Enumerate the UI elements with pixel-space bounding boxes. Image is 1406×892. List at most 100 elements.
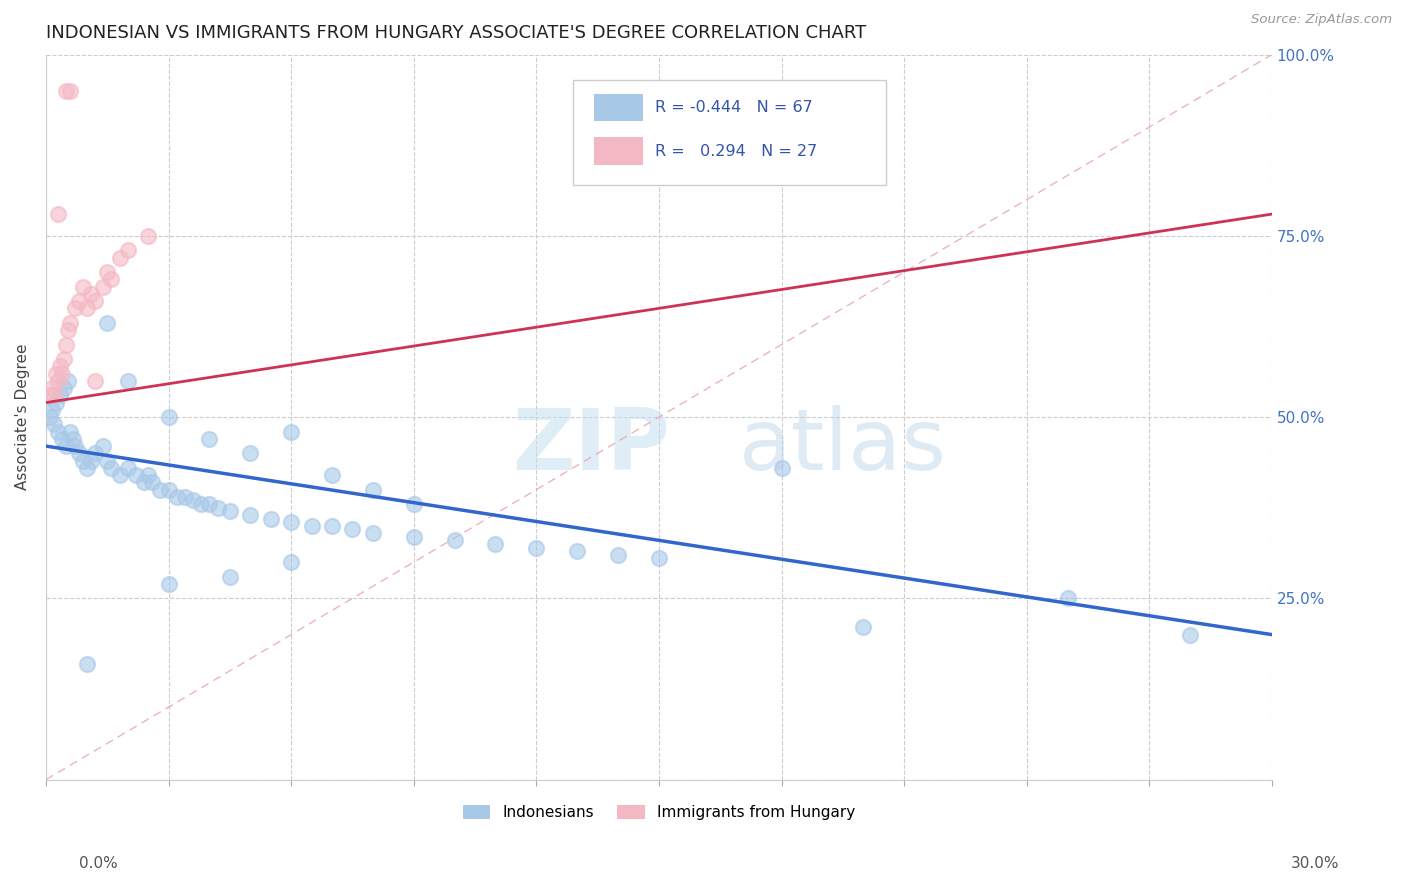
Point: [108, 251, 131, 265]
Point: [62, 432, 84, 446]
Point: [484, 537, 506, 551]
Point: [84, 294, 107, 309]
Point: [55, 337, 77, 351]
Point: [63, 439, 86, 453]
Point: [524, 541, 547, 555]
Point: [361, 483, 384, 497]
Point: [55, 439, 77, 453]
Point: [852, 620, 875, 634]
Point: [46, 207, 69, 221]
Point: [76, 657, 98, 671]
Point: [166, 490, 188, 504]
Point: [207, 500, 229, 515]
Bar: [593, 94, 643, 121]
Point: [342, 523, 364, 537]
Point: [100, 272, 122, 286]
Point: [53, 352, 76, 367]
Point: [157, 410, 180, 425]
Point: [96, 265, 118, 279]
Bar: [593, 137, 643, 165]
Point: [198, 432, 221, 446]
Point: [67, 294, 90, 309]
Point: [67, 446, 90, 460]
Point: [58, 374, 80, 388]
Point: [218, 569, 240, 583]
Text: R = -0.444   N = 67: R = -0.444 N = 67: [655, 100, 813, 115]
Point: [181, 493, 204, 508]
Point: [1056, 591, 1078, 606]
Point: [157, 483, 180, 497]
Point: [260, 511, 283, 525]
Text: ZIP: ZIP: [512, 405, 669, 488]
Point: [136, 228, 159, 243]
Point: [91, 279, 114, 293]
Point: [45, 367, 67, 381]
Point: [76, 301, 98, 316]
Point: [443, 533, 465, 548]
Point: [84, 446, 107, 460]
Y-axis label: Associate's Degree: Associate's Degree: [15, 343, 30, 491]
Point: [51, 432, 73, 446]
Point: [63, 301, 86, 316]
Text: Source: ZipAtlas.com: Source: ZipAtlas.com: [1251, 13, 1392, 27]
Point: [72, 453, 94, 467]
Text: INDONESIAN VS IMMIGRANTS FROM HUNGARY ASSOCIATE'S DEGREE CORRELATION CHART: INDONESIAN VS IMMIGRANTS FROM HUNGARY AS…: [46, 24, 866, 42]
Point: [770, 460, 793, 475]
Point: [567, 544, 589, 558]
Point: [59, 84, 82, 98]
Point: [44, 388, 66, 402]
Point: [91, 439, 114, 453]
Point: [132, 475, 155, 490]
Point: [44, 417, 66, 432]
Point: [301, 519, 323, 533]
Text: 0.0%: 0.0%: [79, 856, 118, 871]
Point: [361, 526, 384, 541]
Point: [55, 84, 77, 98]
Point: [125, 468, 148, 483]
Point: [218, 504, 240, 518]
Point: [190, 497, 212, 511]
Text: 30.0%: 30.0%: [1291, 856, 1339, 871]
Point: [59, 316, 82, 330]
Point: [49, 359, 72, 374]
Point: [1178, 627, 1201, 641]
Point: [280, 555, 302, 569]
Point: [49, 388, 72, 402]
Legend: Indonesians, Immigrants from Hungary: Indonesians, Immigrants from Hungary: [457, 798, 860, 826]
Point: [117, 244, 139, 258]
Point: [76, 460, 98, 475]
Text: R =   0.294   N = 27: R = 0.294 N = 27: [655, 144, 817, 159]
Point: [402, 530, 425, 544]
Point: [84, 374, 107, 388]
Point: [51, 367, 73, 381]
Point: [41, 381, 63, 395]
Point: [96, 316, 118, 330]
Point: [80, 453, 103, 467]
Point: [100, 460, 122, 475]
Point: [41, 402, 63, 417]
Point: [53, 381, 76, 395]
Point: [117, 460, 139, 475]
Point: [39, 388, 62, 402]
Point: [108, 468, 131, 483]
FancyBboxPatch shape: [574, 80, 886, 186]
Point: [96, 453, 118, 467]
Point: [648, 551, 671, 566]
Point: [239, 508, 262, 522]
Point: [46, 374, 69, 388]
Point: [149, 483, 172, 497]
Point: [117, 374, 139, 388]
Point: [46, 425, 69, 439]
Point: [280, 425, 302, 439]
Point: [39, 410, 62, 425]
Point: [321, 519, 343, 533]
Point: [321, 468, 343, 483]
Point: [174, 490, 197, 504]
Point: [157, 577, 180, 591]
Point: [72, 279, 94, 293]
Point: [141, 475, 163, 490]
Point: [239, 446, 262, 460]
Point: [280, 515, 302, 529]
Point: [59, 425, 82, 439]
Point: [45, 395, 67, 409]
